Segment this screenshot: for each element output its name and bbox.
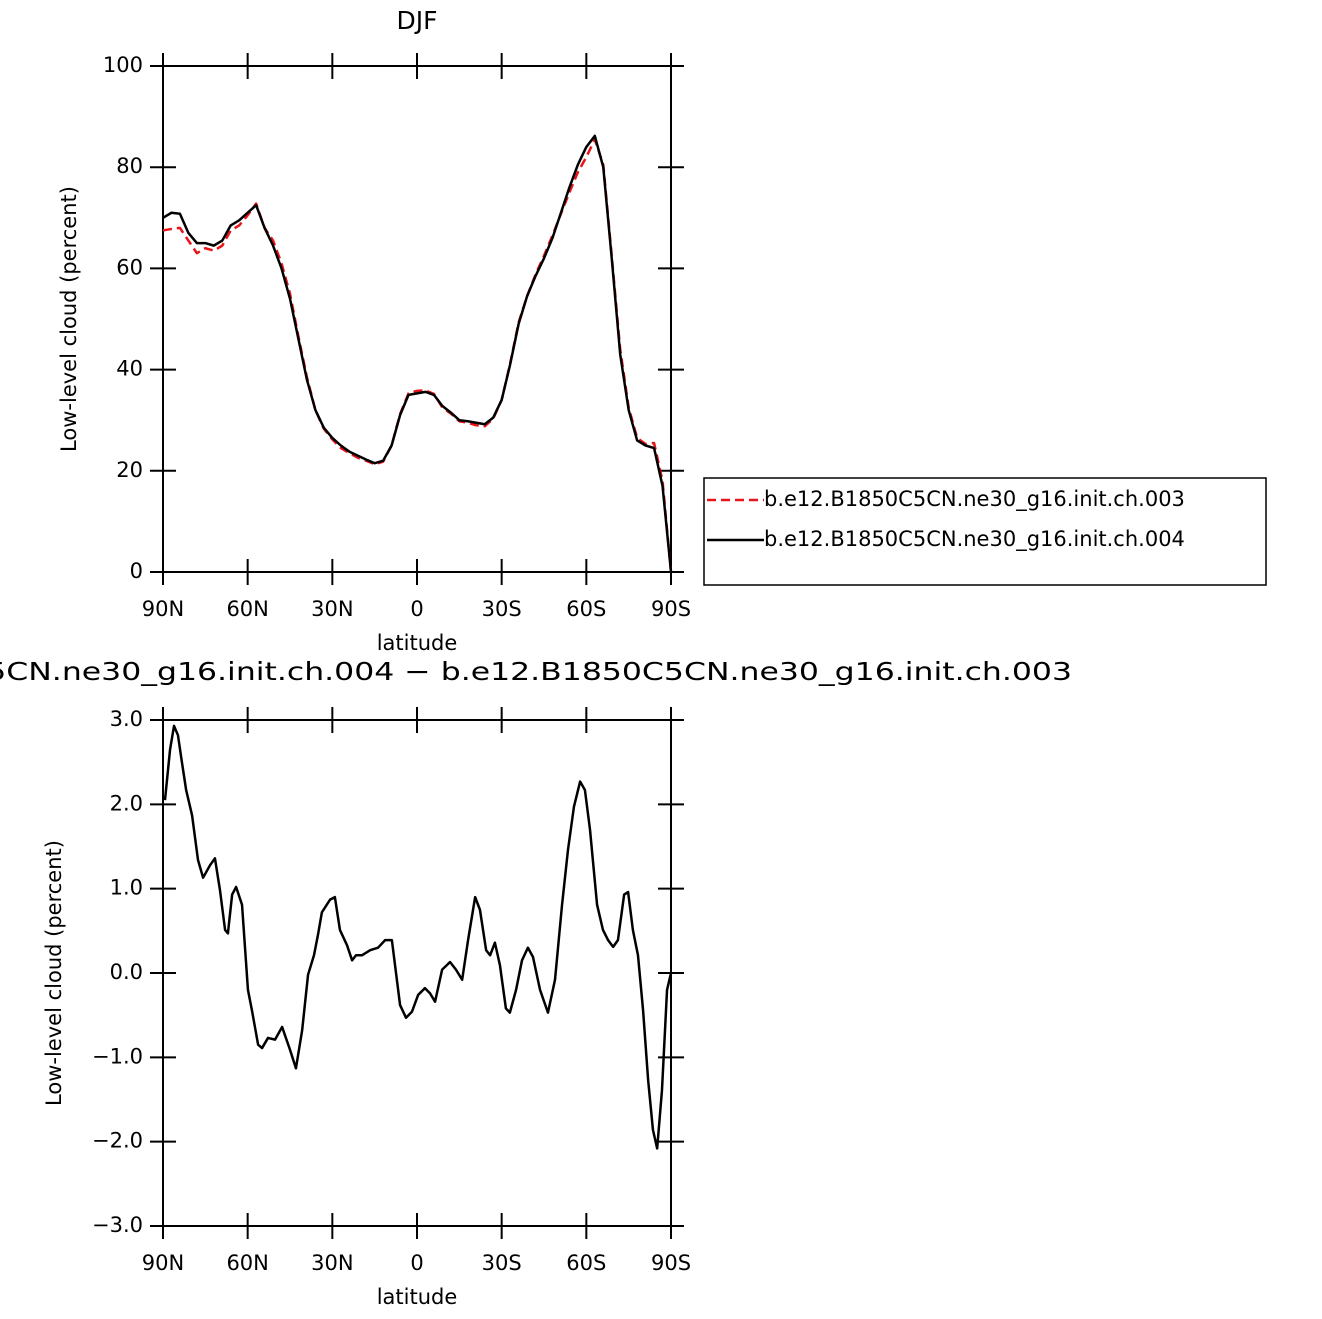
data-line [162,138,673,573]
data-line [163,724,673,1150]
plot-frame [162,719,672,1227]
chart-title: b.e12.B1850C5CN.ne30_g16.init.ch.004 − b… [0,657,1072,686]
legend-box [703,477,1267,586]
x-tick-label: 0 [410,597,423,621]
x-tick-label: 30N [311,1251,353,1275]
legend-label: b.e12.B1850C5CN.ne30_g16.init.ch.003 [764,487,1185,512]
x-tick-label: 30N [311,597,353,621]
y-tick-label: 2.0 [110,791,143,815]
x-axis-label: latitude [377,631,458,655]
y-axis-label: Low-level cloud (percent) [57,186,81,452]
x-tick-label: 60S [566,597,606,621]
x-tick-label: 0 [410,1251,423,1275]
y-tick-label: 60 [116,255,143,279]
x-tick-label: 60S [566,1251,606,1275]
y-tick-label: 20 [116,458,143,482]
x-axis-label: latitude [377,1285,458,1309]
x-tick-label: 60N [226,1251,268,1275]
y-tick-label: 40 [116,357,143,381]
y-tick-label: −1.0 [92,1044,143,1068]
x-tick-label: 90N [142,597,184,621]
y-tick-label: 80 [116,154,143,178]
x-tick-label: 30S [482,597,522,621]
x-tick-label: 90S [651,597,691,621]
y-tick-label: 0 [130,559,143,583]
data-line [162,134,673,573]
legend-label: b.e12.B1850C5CN.ne30_g16.init.ch.004 [764,527,1185,552]
y-tick-label: 3.0 [110,707,143,731]
y-tick-label: −3.0 [92,1213,143,1237]
y-tick-label: 1.0 [110,876,143,900]
x-tick-label: 90N [142,1251,184,1275]
x-tick-label: 30S [482,1251,522,1275]
chart-title: DJF [396,6,437,35]
y-tick-label: 0.0 [110,960,143,984]
x-tick-label: 90S [651,1251,691,1275]
x-tick-label: 60N [226,597,268,621]
y-axis-label: Low-level cloud (percent) [42,840,66,1106]
y-tick-label: 100 [103,53,143,77]
y-tick-label: −2.0 [92,1129,143,1153]
